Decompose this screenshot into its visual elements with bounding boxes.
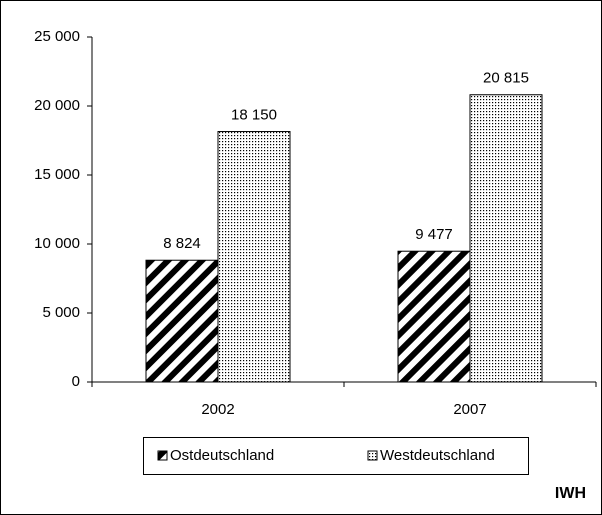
y-tick-label: 20 000 xyxy=(34,97,80,114)
value-label: 9 477 xyxy=(415,226,453,243)
bar xyxy=(145,259,219,383)
y-tick-label: 15 000 xyxy=(34,166,80,183)
legend-box xyxy=(143,437,529,475)
y-tick-label: 0 xyxy=(72,373,80,390)
value-label: 20 815 xyxy=(483,70,529,87)
source-annotation: IWH xyxy=(555,485,586,502)
bar xyxy=(397,250,471,383)
y-tick-label: 25 000 xyxy=(34,28,80,45)
value-label: 8 824 xyxy=(163,235,201,252)
legend-swatch xyxy=(367,450,378,461)
x-tick-label: 2002 xyxy=(201,401,234,418)
legend-label: Westdeutschland xyxy=(380,447,495,464)
legend-swatch xyxy=(157,450,168,461)
bar xyxy=(469,94,543,383)
bar xyxy=(217,131,291,383)
legend-label: Ostdeutschland xyxy=(170,447,274,464)
y-tick-label: 5 000 xyxy=(42,304,80,321)
y-tick-label: 10 000 xyxy=(34,235,80,252)
value-label: 18 150 xyxy=(231,106,277,123)
x-tick-label: 2007 xyxy=(453,401,486,418)
